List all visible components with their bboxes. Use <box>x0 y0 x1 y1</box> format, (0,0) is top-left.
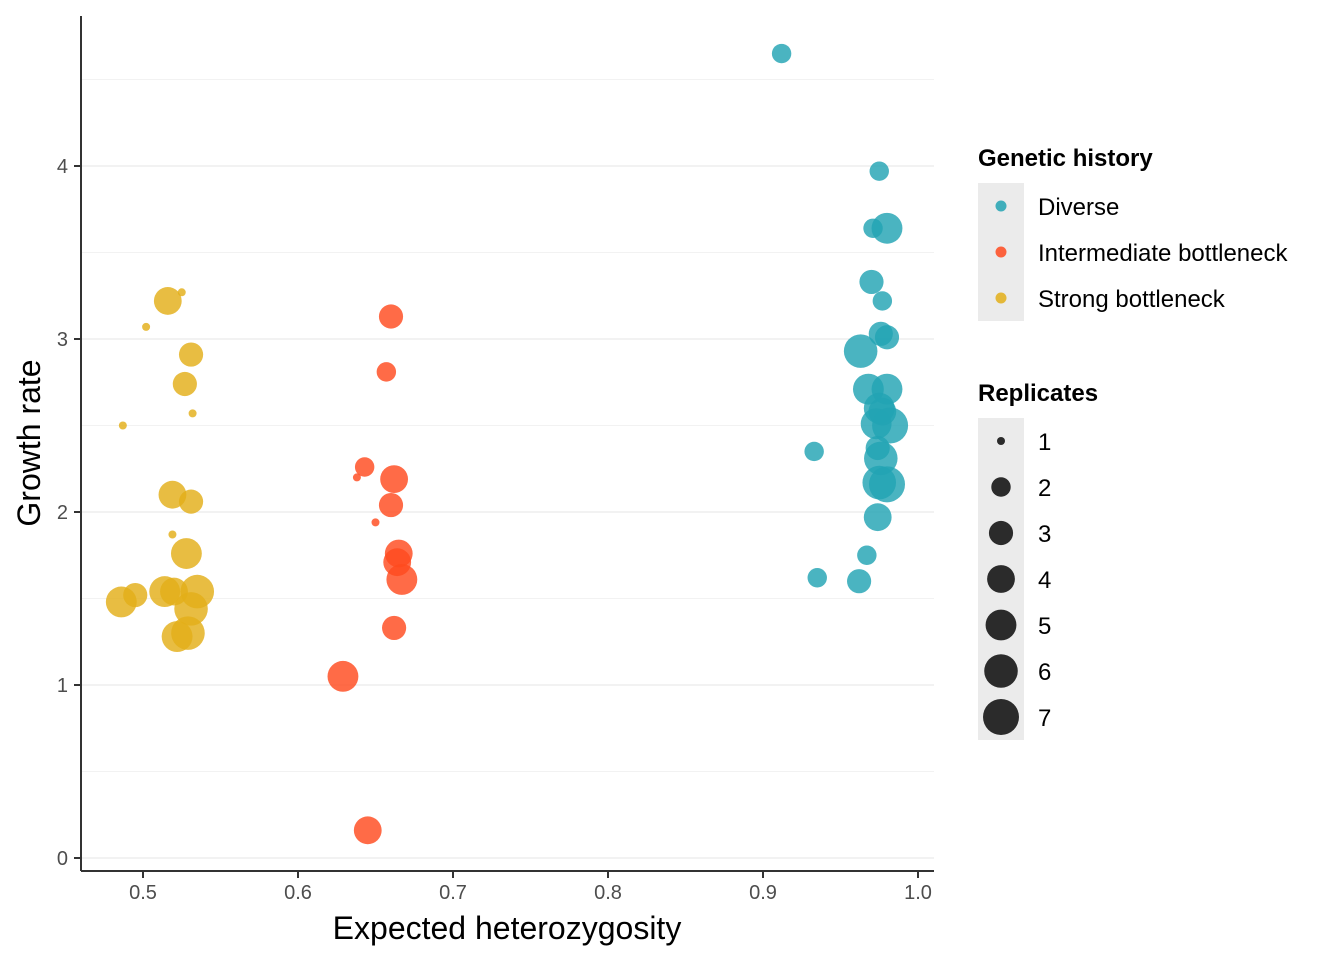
point-strong-bottleneck <box>142 322 151 331</box>
y-tick-label: 0 <box>57 848 68 870</box>
y-ticks: 0 1 2 3 4 <box>57 156 81 870</box>
point-intermediate-bottleneck <box>380 465 408 494</box>
point-strong-bottleneck <box>118 421 127 430</box>
y-tick-label: 2 <box>57 502 68 524</box>
legend-size-swatch <box>987 565 1015 593</box>
x-tick-label: 0.5 <box>129 882 157 904</box>
x-tick-label: 0.8 <box>594 882 622 904</box>
point-strong-bottleneck <box>168 530 177 539</box>
point-diverse <box>804 441 824 462</box>
point-intermediate-bottleneck <box>353 816 382 845</box>
legend-size-swatch <box>984 654 1018 688</box>
legend-label: 4 <box>1038 567 1051 594</box>
point-diverse <box>863 503 892 532</box>
point-intermediate-bottleneck <box>354 457 375 477</box>
point-diverse <box>871 212 903 244</box>
legend-label: 5 <box>1038 613 1051 640</box>
legend-genetic-history: Genetic history Diverse Intermediate bott… <box>978 145 1288 321</box>
point-diverse <box>859 269 884 294</box>
y-tick-label: 4 <box>57 156 68 178</box>
point-diverse <box>857 545 877 565</box>
x-tick-label: 0.9 <box>749 882 777 904</box>
legend-replicates: Replicates 1 2 3 4 5 6 7 <box>978 380 1098 740</box>
point-diverse <box>872 291 893 311</box>
point-diverse <box>843 334 878 368</box>
y-axis-title: Growth rate <box>11 359 47 526</box>
axes <box>80 16 934 872</box>
point-intermediate-bottleneck <box>386 564 418 595</box>
point-strong-bottleneck <box>105 586 137 618</box>
legend-label: Diverse <box>1038 194 1119 221</box>
y-tick-label: 1 <box>57 675 68 697</box>
legend-title-genetic-history: Genetic history <box>978 145 1153 172</box>
point-diverse <box>874 325 900 350</box>
x-ticks: 0.5 0.6 0.7 0.8 0.9 1.0 <box>129 871 932 904</box>
point-diverse <box>771 43 792 64</box>
point-intermediate-bottleneck <box>327 660 359 692</box>
point-strong-bottleneck <box>188 409 197 418</box>
point-intermediate-bottleneck <box>352 473 361 482</box>
legend-title-replicates: Replicates <box>978 380 1098 407</box>
point-strong-bottleneck <box>178 489 204 514</box>
point-strong-bottleneck <box>153 287 182 315</box>
legend-size-swatch <box>985 609 1017 641</box>
data-points <box>105 43 909 845</box>
point-diverse <box>847 569 872 594</box>
point-diverse <box>807 568 827 588</box>
point-strong-bottleneck <box>170 538 202 569</box>
legend-swatch <box>995 200 1007 212</box>
point-diverse <box>869 161 889 181</box>
point-intermediate-bottleneck <box>382 615 407 640</box>
x-tick-label: 1.0 <box>904 882 932 904</box>
legend-label: 2 <box>1038 475 1051 502</box>
point-strong-bottleneck <box>161 621 193 652</box>
legend-label: 1 <box>1038 429 1051 456</box>
legend-label: 3 <box>1038 521 1051 548</box>
legend-label: 7 <box>1038 705 1051 732</box>
legend-label: Strong bottleneck <box>1038 286 1226 313</box>
y-tick-label: 3 <box>57 329 68 351</box>
legend-label: Intermediate bottleneck <box>1038 240 1288 267</box>
legend-label: 6 <box>1038 659 1051 686</box>
legend-size-swatch <box>983 699 1019 735</box>
point-strong-bottleneck <box>178 342 204 367</box>
x-tick-label: 0.7 <box>439 882 467 904</box>
point-strong-bottleneck <box>172 371 197 397</box>
point-intermediate-bottleneck <box>371 518 380 527</box>
legend-size-swatch <box>991 477 1011 497</box>
x-tick-label: 0.6 <box>284 882 312 904</box>
point-intermediate-bottleneck <box>378 304 404 329</box>
legend-swatch <box>995 246 1007 258</box>
point-diverse <box>869 466 905 503</box>
legend-size-swatch <box>988 520 1014 546</box>
grid <box>81 79 934 859</box>
point-diverse <box>872 407 909 444</box>
point-intermediate-bottleneck <box>376 362 397 382</box>
point-intermediate-bottleneck <box>378 492 404 518</box>
x-axis-title: Expected heterozygosity <box>333 910 682 946</box>
legend-size-swatch <box>997 437 1005 445</box>
legend-swatch <box>995 292 1007 304</box>
